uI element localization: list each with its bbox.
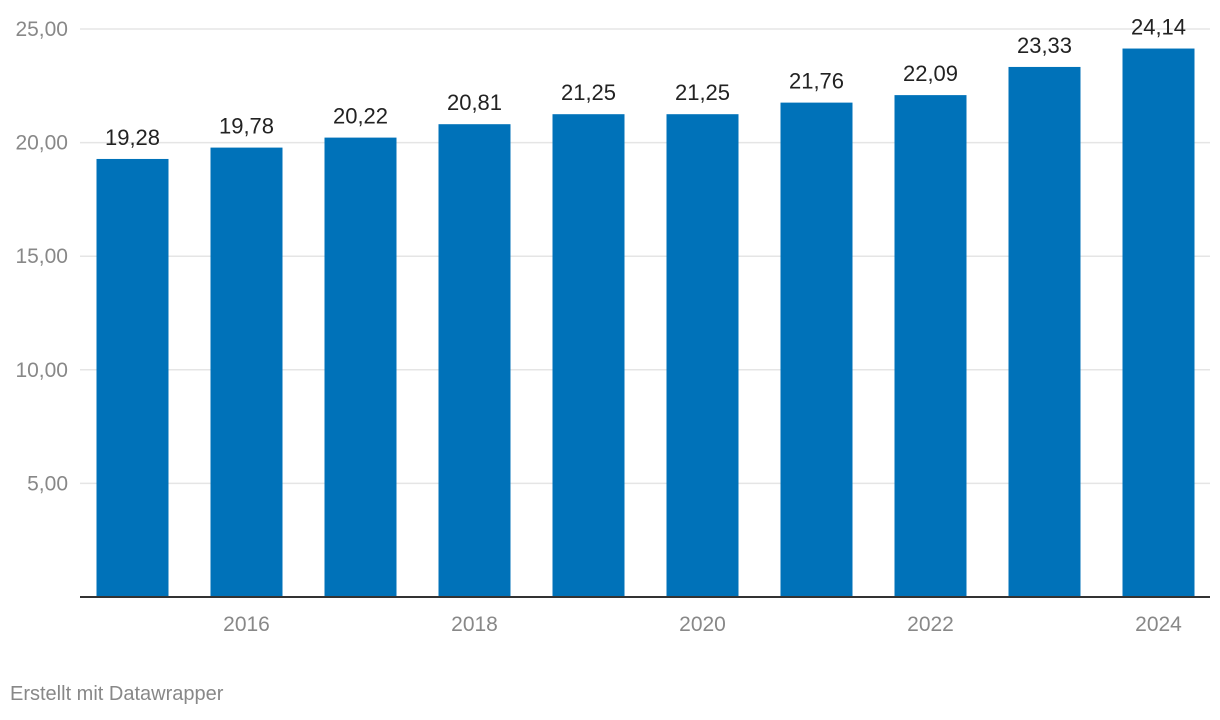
bar-value-label: 20,81 — [447, 90, 502, 115]
bar — [552, 114, 625, 597]
y-tick-label: 10,00 — [15, 359, 68, 382]
value-labels: 19,28 19,78 20,22 20,81 21,25 21,25 21,76 22,09… — [105, 15, 1186, 150]
y-tick-label: 20,00 — [15, 132, 68, 155]
footer-credit: Erstellt mit Datawrapper — [10, 683, 224, 705]
bar — [780, 102, 853, 598]
bar-value-label: 21,76 — [789, 69, 844, 94]
x-tick-label: 2024 — [1135, 613, 1182, 636]
y-tick-label: 15,00 — [15, 245, 68, 268]
x-tick-label: 2016 — [223, 613, 270, 636]
x-axis-tick-labels: 2016 2018 2020 2022 2024 — [223, 613, 1182, 636]
bar-value-label: 22,09 — [903, 61, 958, 86]
y-axis-tick-labels: 5,00 10,00 15,00 20,00 25,00 — [15, 18, 68, 495]
bars — [96, 48, 1195, 598]
bar-value-label: 20,22 — [333, 104, 388, 129]
bar — [666, 114, 739, 597]
x-tick-label: 2020 — [679, 613, 726, 636]
bar — [438, 124, 511, 597]
bar — [96, 158, 169, 597]
x-tick-label: 2022 — [907, 613, 954, 636]
bar — [894, 95, 967, 597]
bar-value-label: 24,14 — [1131, 15, 1186, 40]
bar — [1122, 48, 1195, 598]
bar-value-label: 21,25 — [675, 80, 730, 105]
bar-value-label: 19,78 — [219, 114, 274, 139]
bar-value-label: 23,33 — [1017, 33, 1072, 58]
bar — [1008, 66, 1081, 598]
y-tick-label: 25,00 — [15, 18, 68, 41]
bar-value-label: 19,28 — [105, 125, 160, 150]
bar-chart: 5,00 10,00 15,00 20,00 25,00 19,28 19,78 20,22… — [15, 15, 1210, 636]
y-tick-label: 5,00 — [27, 472, 68, 495]
bar — [210, 147, 283, 598]
bar-value-label: 21,25 — [561, 80, 616, 105]
x-tick-label: 2018 — [451, 613, 498, 636]
bar — [324, 137, 397, 597]
